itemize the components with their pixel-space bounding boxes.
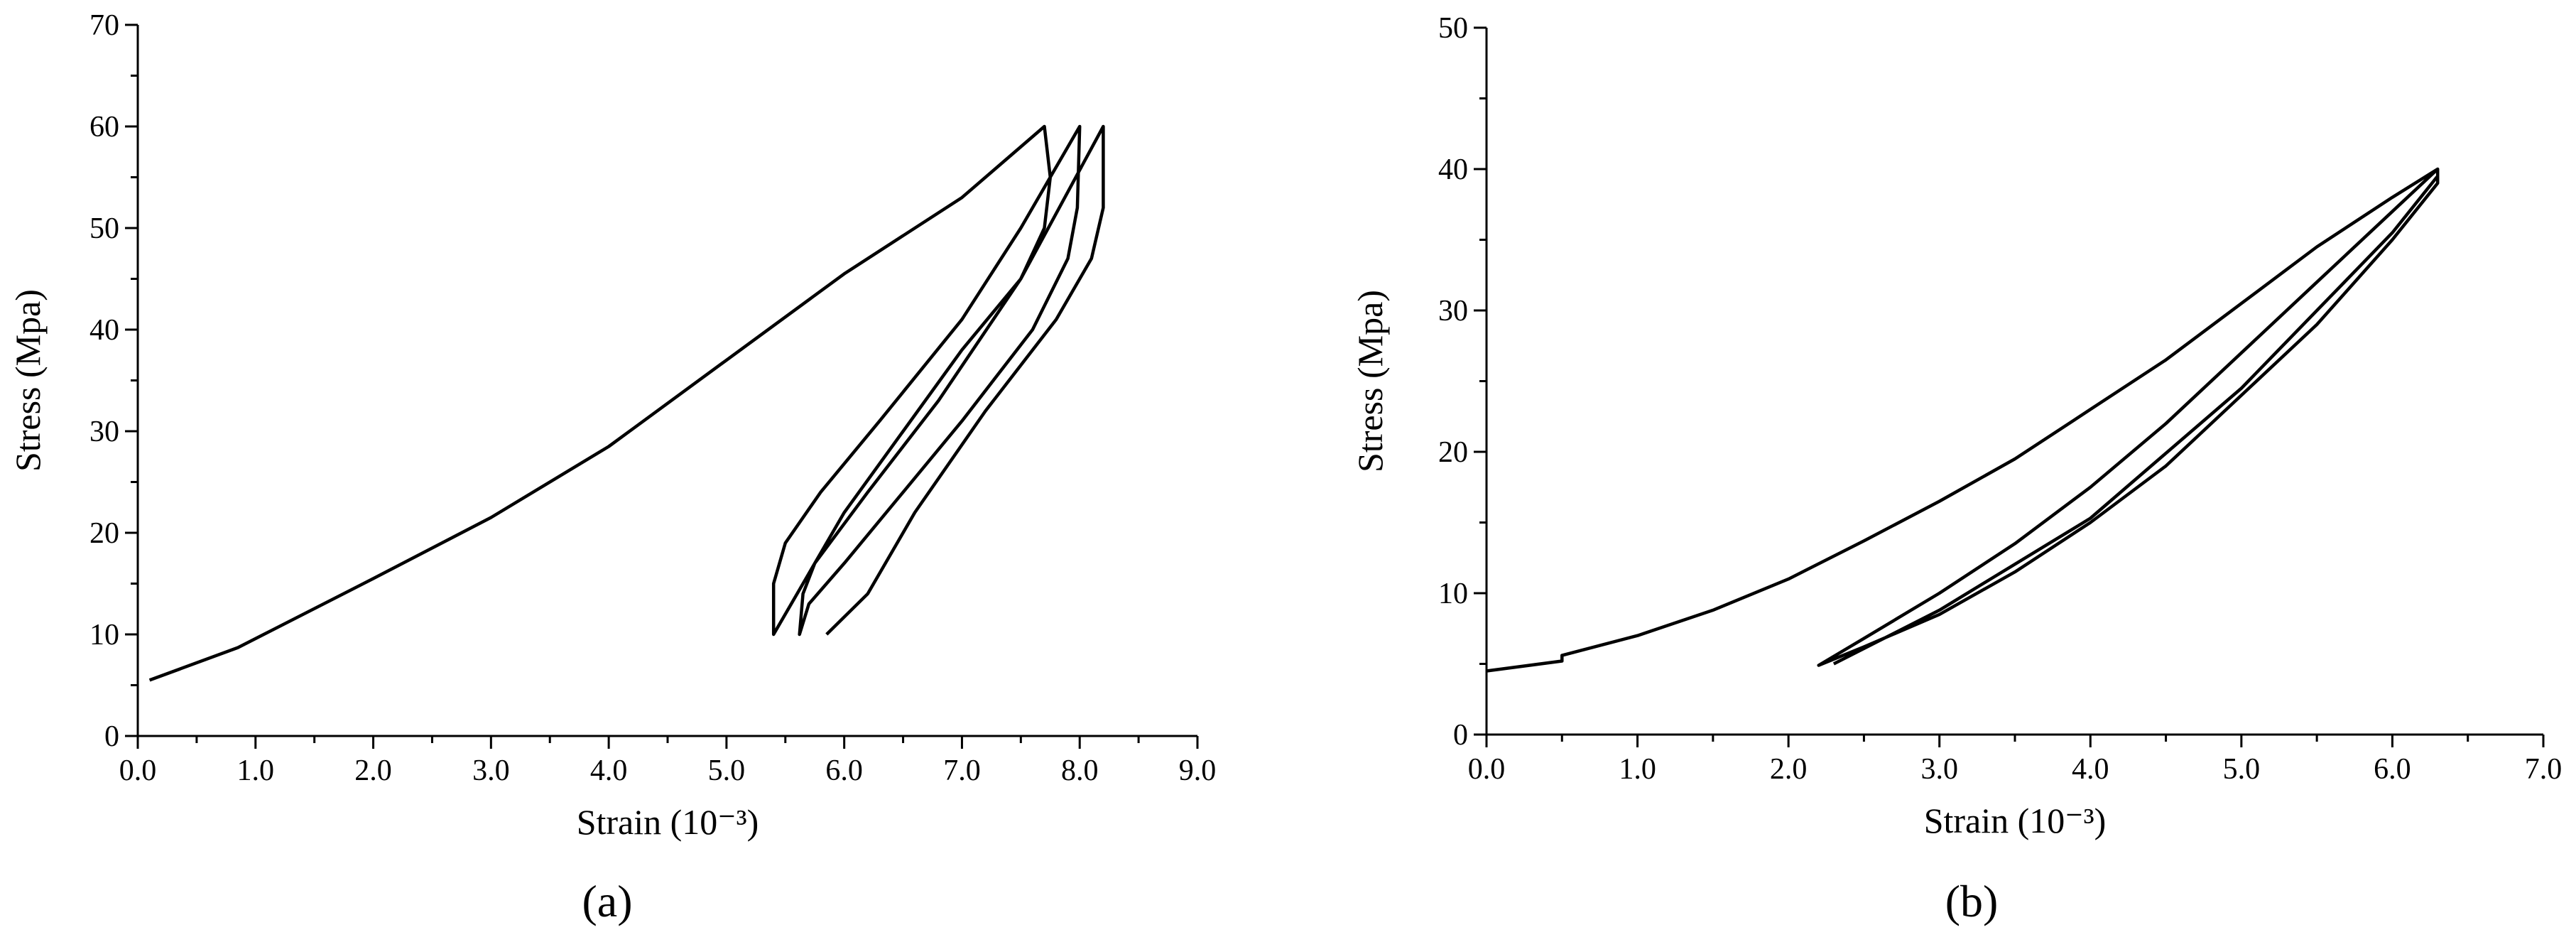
y-tick-label: 40 xyxy=(89,314,119,347)
x-tick-label: 9.0 xyxy=(1179,754,1217,787)
chart-panel: 0.0 1.0 2.0 3.0 4.0 5.0 6.0 7.0 8.0 9.0 0 10 20 30 40 5… xyxy=(8,9,1216,926)
data-line xyxy=(1486,167,2440,673)
data-line xyxy=(148,124,1105,682)
y-tick-label: 50 xyxy=(1438,12,1468,45)
x-tick-label: 4.0 xyxy=(2072,753,2109,786)
x-tick-label: 1.0 xyxy=(1619,753,1656,786)
y-tick-label: 30 xyxy=(1438,295,1468,327)
x-tick-label: 4.0 xyxy=(590,754,628,787)
y-tick-label: 0 xyxy=(104,720,119,753)
y-tick-label: 70 xyxy=(89,9,119,42)
x-tick-label: 8.0 xyxy=(1061,754,1099,787)
x-tick-label: 7.0 xyxy=(2525,753,2563,786)
y-tick-label: 10 xyxy=(89,619,119,651)
panel-label: (b) xyxy=(1945,876,1999,926)
x-axis-label: Strain (10⁻³) xyxy=(1924,801,2107,840)
y-tick-label: 30 xyxy=(89,416,119,448)
x-tick-label: 5.0 xyxy=(708,754,746,787)
y-tick-label: 10 xyxy=(1438,578,1468,610)
x-tick-label: 6.0 xyxy=(825,754,863,787)
x-tick-label: 2.0 xyxy=(1770,753,1808,786)
y-tick-label: 40 xyxy=(1438,153,1468,186)
x-tick-label: 3.0 xyxy=(1920,753,1958,786)
x-tick-label: 2.0 xyxy=(354,754,392,787)
x-tick-label: 3.0 xyxy=(472,754,510,787)
y-tick-label: 60 xyxy=(89,111,119,144)
x-tick-label: 0.0 xyxy=(119,754,157,787)
panel-label: (a) xyxy=(582,876,632,926)
y-tick-label: 50 xyxy=(89,212,119,245)
x-tick-label: 7.0 xyxy=(943,754,981,787)
y-axis-label: Stress (Mpa) xyxy=(1350,290,1390,472)
y-tick-label: 0 xyxy=(1453,719,1468,752)
y-tick-label: 20 xyxy=(1438,436,1468,469)
x-tick-label: 1.0 xyxy=(237,754,275,787)
x-tick-label: 6.0 xyxy=(2374,753,2411,786)
x-tick-label: 0.0 xyxy=(1468,753,1506,786)
x-axis-label: Strain (10⁻³) xyxy=(577,802,759,842)
y-tick-label: 20 xyxy=(89,517,119,550)
y-axis-label: Stress (Mpa) xyxy=(8,289,48,472)
x-tick-label: 5.0 xyxy=(2223,753,2261,786)
chart-panel: 0.0 1.0 2.0 3.0 4.0 5.0 6.0 7.0 0 10 20 30 40 50 Strai… xyxy=(1350,12,2562,926)
